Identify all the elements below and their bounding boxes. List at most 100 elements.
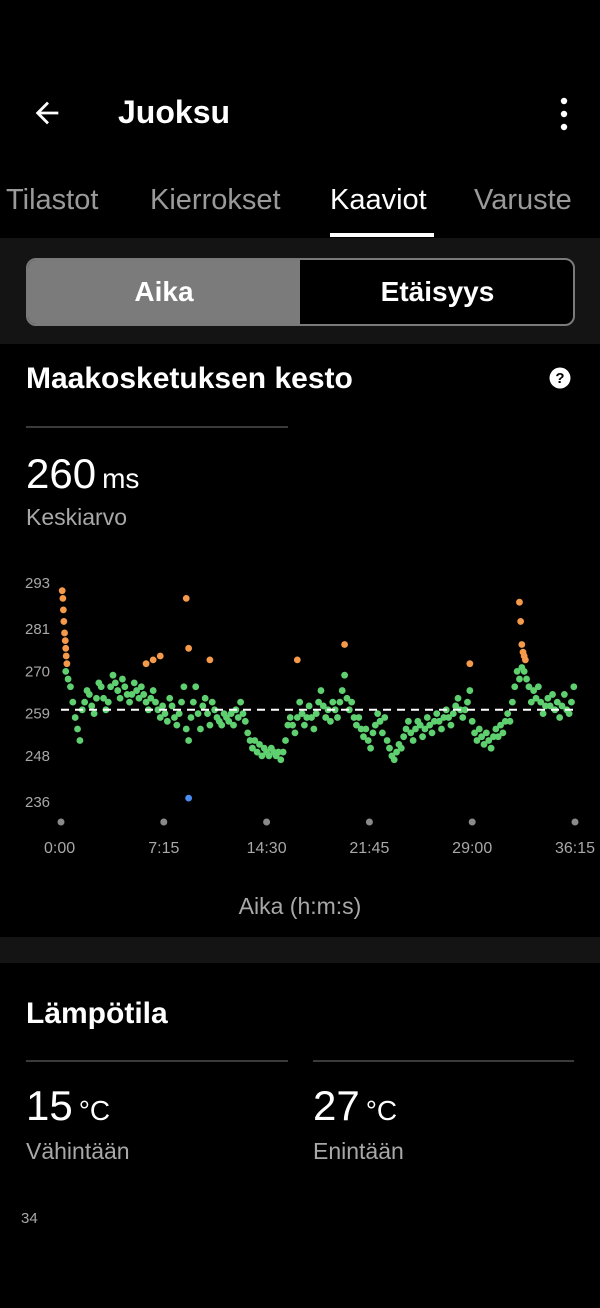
data-point-green [471,729,478,737]
data-point-green [473,737,481,744]
more-vertical-icon[interactable] [552,96,576,132]
data-point-green [107,683,115,691]
data-point-green [494,733,502,741]
data-point-green [93,694,100,702]
x-tick-dot [160,818,168,826]
tab-charts[interactable]: Kaaviot [330,184,427,216]
data-point-green [322,714,330,721]
data-point-green [199,702,207,710]
section-divider [0,937,600,963]
y-tick-label: 270 [25,663,50,680]
data-point-green [251,737,259,744]
temp-min-number: 15 [26,1082,73,1129]
data-point-green [291,729,299,737]
data-point-green [64,675,72,683]
data-point-orange [518,641,526,648]
data-point-orange [142,660,150,668]
data-point-green [329,698,337,706]
chart-axis-fragment: 34 [21,1210,38,1227]
data-point-green [430,717,438,725]
card-title-contact-time: Maakosketuksen kesto [26,362,353,395]
data-point-green [156,714,164,721]
data-point-green [338,687,346,694]
data-point-green [315,698,322,706]
segment-distance[interactable]: Etäisyys [380,276,495,307]
data-point-green [312,710,320,718]
data-point-green [416,721,424,729]
data-point-green [482,729,490,737]
question-circle-icon[interactable]: ? [549,367,571,389]
tab-laps[interactable]: Kierrokset [150,184,281,216]
data-point-green [404,717,412,725]
data-point-green [440,714,448,721]
temp-max-label: Enintään [313,1138,404,1164]
data-point-green [249,744,256,752]
app-bar: Juoksu [0,0,600,170]
data-point-green [88,702,96,710]
data-point-green [371,721,379,729]
data-point-green [487,744,495,752]
average-unit: ms [102,463,140,494]
data-point-green [284,721,292,729]
axis-toggle-band: Aika Etäisyys [0,238,600,344]
data-point-green [357,725,365,733]
data-point-green [350,714,358,721]
data-point-green [534,683,542,691]
temp-min-value: 15 °C [26,1082,110,1130]
tab-stats[interactable]: Tilastot [6,184,99,216]
data-point-green [239,710,247,718]
tab-gear[interactable]: Varuste [474,184,572,216]
data-point-green [258,752,266,760]
data-point-green [185,737,193,744]
x-tick-label: 14:30 [247,840,287,857]
data-point-orange [61,629,68,637]
data-point-orange [59,606,67,614]
data-point-green [227,710,235,718]
data-point-green [468,717,476,725]
data-point-green [355,714,363,721]
data-point-green [163,717,171,725]
data-point-green [154,706,162,714]
data-point-green [152,698,159,706]
data-point-blue [185,794,193,802]
data-point-green [189,698,197,706]
data-point-green [568,698,575,706]
data-point-green [501,717,509,725]
data-point-green [206,721,214,729]
data-point-orange [156,652,164,660]
data-point-green [537,698,545,706]
segment-time[interactable]: Aika [28,260,300,324]
data-point-green [376,717,384,725]
data-point-green [67,683,74,691]
data-point-green [310,725,318,733]
y-tick-label: 248 [25,748,50,765]
data-point-green [234,714,242,721]
data-point-green [549,691,556,698]
data-point-green [447,721,455,729]
data-point-green [256,740,263,748]
data-point-green [140,691,148,698]
data-point-green [204,710,211,718]
data-point-green [407,729,415,737]
data-point-green [279,748,287,756]
data-point-green [317,687,325,694]
data-point-orange [516,598,523,606]
data-point-green [527,698,535,706]
card-title-temperature: Lämpötila [26,997,168,1030]
data-point-green [178,698,185,706]
data-point-green [544,694,552,702]
data-point-green [289,721,296,729]
data-point-green [123,691,131,698]
data-point-green [296,698,304,706]
data-point-green [159,702,167,710]
data-point-green [275,748,282,756]
axis-segmented-control: Aika Etäisyys [26,258,575,326]
x-tick-label: 29:00 [452,840,492,857]
data-point-green [327,717,334,725]
data-point-green [435,717,443,725]
arrow-left-icon[interactable] [30,96,64,130]
data-point-green [423,714,431,721]
data-point-green [265,752,273,760]
data-point-orange [466,660,474,668]
data-point-green [71,714,79,721]
